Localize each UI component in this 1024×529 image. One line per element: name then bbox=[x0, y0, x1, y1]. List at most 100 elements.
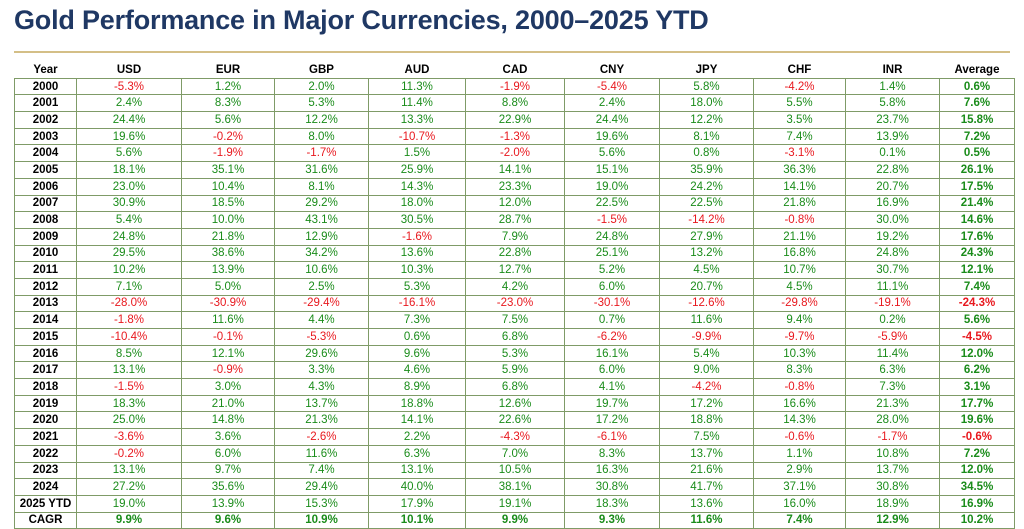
value-cell: 14.1% bbox=[368, 411, 466, 430]
value-cell: 22.8% bbox=[465, 244, 565, 263]
value-cell: 9.9% bbox=[465, 511, 565, 529]
value-cell: 21.8% bbox=[181, 227, 275, 246]
value-cell: -0.9% bbox=[181, 361, 275, 380]
value-cell: 13.3% bbox=[368, 111, 466, 129]
value-cell: 16.8% bbox=[753, 244, 846, 263]
value-cell: 11.1% bbox=[845, 277, 940, 296]
table-row: 2008 5.4% 10.0% 43.1% 30.5% 28.7% -1.5% -14.2% -… bbox=[14, 211, 1015, 229]
value-cell: 21.4% bbox=[939, 194, 1015, 213]
value-cell: 12.0% bbox=[465, 194, 565, 213]
value-cell: 12.0% bbox=[939, 344, 1015, 363]
value-cell: 24.2% bbox=[659, 177, 754, 196]
value-cell: 26.1% bbox=[939, 161, 1015, 179]
row-label: 2012 bbox=[14, 277, 77, 296]
row-label: 2020 bbox=[14, 411, 77, 430]
value-cell: 22.5% bbox=[659, 194, 754, 213]
value-cell: 16.3% bbox=[564, 461, 660, 480]
header-row: Year USD EUR GBP AUD CAD CNY JPY CHF INR Average bbox=[14, 62, 1015, 79]
value-cell: 10.2% bbox=[939, 511, 1015, 529]
value-cell: 5.3% bbox=[274, 94, 369, 113]
value-cell: 25.1% bbox=[564, 244, 660, 263]
value-cell: 15.8% bbox=[939, 111, 1015, 129]
value-cell: 5.6% bbox=[181, 111, 275, 129]
value-cell: 21.1% bbox=[753, 227, 846, 246]
value-cell: 5.3% bbox=[465, 344, 565, 363]
value-cell: -10.7% bbox=[368, 127, 466, 146]
value-cell: 35.1% bbox=[181, 161, 275, 179]
table-row: 2007 30.9% 18.5% 29.2% 18.0% 12.0% 22.5% 22.5% 2… bbox=[14, 194, 1015, 213]
value-cell: 21.3% bbox=[845, 394, 940, 413]
column-header: CAD bbox=[465, 62, 565, 79]
column-header: Average bbox=[939, 62, 1015, 79]
value-cell: 7.5% bbox=[659, 428, 754, 446]
value-cell: 12.2% bbox=[274, 111, 369, 129]
value-cell: 13.1% bbox=[368, 461, 466, 480]
value-cell: 2.9% bbox=[753, 461, 846, 480]
value-cell: -1.5% bbox=[564, 211, 660, 229]
table-row: 2000 -5.3% 1.2% 2.0% 11.3% -1.9% -5.4% 5.8% -4.2… bbox=[14, 77, 1015, 96]
value-cell: -29.8% bbox=[753, 294, 846, 313]
value-cell: 14.6% bbox=[939, 211, 1015, 229]
value-cell: 0.6% bbox=[939, 77, 1015, 96]
value-cell: -1.3% bbox=[465, 127, 565, 146]
value-cell: 3.3% bbox=[274, 361, 369, 380]
value-cell: 5.6% bbox=[76, 144, 182, 163]
value-cell: 0.6% bbox=[368, 328, 466, 346]
table-row: 2003 19.6% -0.2% 8.0% -10.7% -1.3% 19.6% 8.1% 7.… bbox=[14, 127, 1015, 146]
value-cell: 40.0% bbox=[368, 478, 466, 496]
value-cell: 14.8% bbox=[181, 411, 275, 430]
value-cell: 9.6% bbox=[181, 511, 275, 529]
value-cell: -19.1% bbox=[845, 294, 940, 313]
value-cell: 2.0% bbox=[274, 77, 369, 96]
value-cell: 25.0% bbox=[76, 411, 182, 430]
value-cell: 7.6% bbox=[939, 94, 1015, 113]
column-header: JPY bbox=[659, 62, 754, 79]
value-cell: 38.1% bbox=[465, 478, 565, 496]
value-cell: 12.9% bbox=[274, 227, 369, 246]
value-cell: 17.7% bbox=[939, 394, 1015, 413]
value-cell: 35.6% bbox=[181, 478, 275, 496]
value-cell: 30.8% bbox=[845, 478, 940, 496]
value-cell: 6.2% bbox=[939, 361, 1015, 380]
value-cell: -4.2% bbox=[659, 378, 754, 396]
table-row: 2009 24.8% 21.8% 12.9% -1.6% 7.9% 24.8% 27.9% 21… bbox=[14, 227, 1015, 246]
table-row: 2004 5.6% -1.9% -1.7% 1.5% -2.0% 5.6% 0.8% -3.1%… bbox=[14, 144, 1015, 163]
value-cell: 6.3% bbox=[845, 361, 940, 380]
table-row: 2020 25.0% 14.8% 21.3% 14.1% 22.6% 17.2% 18.8% 1… bbox=[14, 411, 1015, 430]
value-cell: 6.8% bbox=[465, 328, 565, 346]
value-cell: 3.0% bbox=[181, 378, 275, 396]
title-divider bbox=[14, 51, 1010, 53]
value-cell: -1.9% bbox=[181, 144, 275, 163]
value-cell: 21.3% bbox=[274, 411, 369, 430]
value-cell: 13.1% bbox=[76, 461, 182, 480]
value-cell: 36.3% bbox=[753, 161, 846, 179]
value-cell: 6.0% bbox=[181, 444, 275, 463]
value-cell: 7.9% bbox=[465, 227, 565, 246]
value-cell: 43.1% bbox=[274, 211, 369, 229]
value-cell: 24.4% bbox=[564, 111, 660, 129]
value-cell: 5.8% bbox=[845, 94, 940, 113]
value-cell: 30.0% bbox=[845, 211, 940, 229]
table-row: 2022 -0.2% 6.0% 11.6% 6.3% 7.0% 8.3% 13.7% 1.1% 1… bbox=[14, 444, 1015, 463]
value-cell: 12.0% bbox=[939, 461, 1015, 480]
value-cell: 35.9% bbox=[659, 161, 754, 179]
value-cell: 29.5% bbox=[76, 244, 182, 263]
value-cell: 2.4% bbox=[564, 94, 660, 113]
value-cell: 11.6% bbox=[181, 311, 275, 329]
value-cell: 1.5% bbox=[368, 144, 466, 163]
value-cell: -14.2% bbox=[659, 211, 754, 229]
table-row: 2016 8.5% 12.1% 29.6% 9.6% 5.3% 16.1% 5.4% 10.3%… bbox=[14, 344, 1015, 363]
value-cell: -12.6% bbox=[659, 294, 754, 313]
value-cell: 4.3% bbox=[274, 378, 369, 396]
table-row: 2001 2.4% 8.3% 5.3% 11.4% 8.8% 2.4% 18.0% 5.5% 5.… bbox=[14, 94, 1015, 113]
value-cell: 13.7% bbox=[659, 444, 754, 463]
value-cell: -29.4% bbox=[274, 294, 369, 313]
value-cell: 12.1% bbox=[181, 344, 275, 363]
value-cell: 18.3% bbox=[564, 494, 660, 513]
value-cell: 18.0% bbox=[659, 94, 754, 113]
value-cell: -23.0% bbox=[465, 294, 565, 313]
value-cell: 37.1% bbox=[753, 478, 846, 496]
row-label: 2016 bbox=[14, 344, 77, 363]
value-cell: 28.0% bbox=[845, 411, 940, 430]
value-cell: 41.7% bbox=[659, 478, 754, 496]
